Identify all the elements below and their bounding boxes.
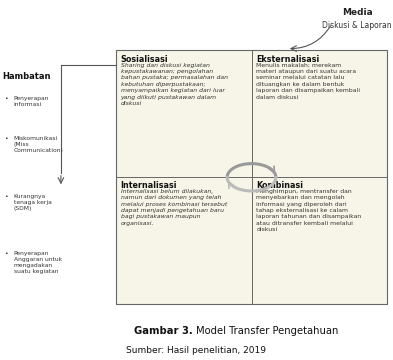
Text: Kurangnya
tenaga kerja
(SDM): Kurangnya tenaga kerja (SDM) xyxy=(14,194,51,211)
Text: •: • xyxy=(4,194,8,199)
Text: Penyerapan
Anggaran untuk
mengadakan
suatu kegiatan: Penyerapan Anggaran untuk mengadakan sua… xyxy=(14,251,62,274)
Bar xyxy=(116,50,387,304)
Text: Menulis makalah; merekam
materi ataupun dari suatu acara
seminar melalui catatan: Menulis makalah; merekam materi ataupun … xyxy=(256,63,360,100)
Text: Kombinasi: Kombinasi xyxy=(256,181,303,190)
Text: Media: Media xyxy=(342,8,373,17)
Text: Internalisasi belum dilakukan,
namun dari dokumen yang telah
melalui proses komb: Internalisasi belum dilakukan, namun dar… xyxy=(121,189,227,226)
Text: Model Transfer Pengetahuan: Model Transfer Pengetahuan xyxy=(196,326,339,336)
Text: Penyerapan
informasi: Penyerapan informasi xyxy=(14,96,49,108)
Text: Sharing dan diskusi kegiatan
kepustakawanan; pengolahan
bahan pustaka; permasala: Sharing dan diskusi kegiatan kepustakawa… xyxy=(121,63,228,106)
Text: •: • xyxy=(4,251,8,256)
Text: Sosialisasi: Sosialisasi xyxy=(121,55,168,64)
Text: Hambatan: Hambatan xyxy=(2,72,50,81)
Text: Eksternalisasi: Eksternalisasi xyxy=(256,55,320,64)
Text: Sumber: Hasil penelitian, 2019: Sumber: Hasil penelitian, 2019 xyxy=(127,346,266,355)
Text: Miskomunikasi
(Miss
Communication): Miskomunikasi (Miss Communication) xyxy=(14,136,64,153)
Text: •: • xyxy=(4,96,8,102)
Text: Gambar 3.: Gambar 3. xyxy=(134,326,196,336)
Text: Internalisasi: Internalisasi xyxy=(121,181,177,190)
Text: Diskusi & Laporan: Diskusi & Laporan xyxy=(322,21,392,30)
Text: Menghimpun, mentransfer dan
menyebarkan dan mengolah
informasi yang diperoleh da: Menghimpun, mentransfer dan menyebarkan … xyxy=(256,189,362,232)
Text: •: • xyxy=(4,136,8,141)
